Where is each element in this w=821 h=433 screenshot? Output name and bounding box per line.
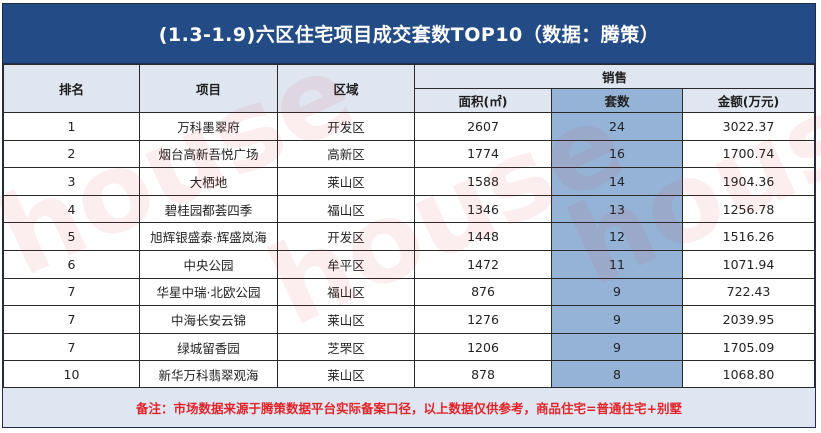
cell-units: 16 <box>551 139 683 169</box>
cell-area: 1588 <box>414 167 552 196</box>
cell-district: 牟平区 <box>277 249 415 279</box>
cell-district: 莱山区 <box>277 360 415 389</box>
ranking-table: 排名 项目 区域 销售 面积(㎡) 套数 金额(万元) 1 万科墨翠府 开发区 … <box>3 64 815 389</box>
cell-project: 大栖地 <box>139 167 278 196</box>
cell-district: 芝罘区 <box>277 332 415 362</box>
table-row: 3 大栖地 莱山区 1588 14 1904.36 <box>3 167 815 196</box>
cell-units: 14 <box>551 167 683 196</box>
cell-amount: 1705.09 <box>682 332 815 362</box>
table-row: 2 烟台高新吾悦广场 高新区 1774 16 1700.74 <box>3 139 815 169</box>
table-row: 10 新华万科翡翠观海 莱山区 878 8 1068.80 <box>3 360 815 389</box>
cell-area: 1276 <box>414 305 552 334</box>
footer-note: 备注：市场数据来源于腾策数据平台实际备案口径，以上数据仅供参考，商品住宅=普通住… <box>3 387 815 427</box>
cell-project: 旭辉银盛泰·辉盛岚海 <box>139 222 278 251</box>
cell-units: 13 <box>551 194 683 224</box>
cell-amount: 722.43 <box>682 277 815 307</box>
header-district: 区域 <box>277 64 415 113</box>
cell-area: 1774 <box>414 139 552 169</box>
table-row: 1 万科墨翠府 开发区 2607 24 3022.37 <box>3 112 815 141</box>
cell-rank: 3 <box>3 167 140 196</box>
table-row: 6 中央公园 牟平区 1472 11 1071.94 <box>3 249 815 279</box>
cell-amount: 1068.80 <box>682 360 815 389</box>
cell-rank: 10 <box>3 360 140 389</box>
cell-project: 华星中瑞·北欧公园 <box>139 277 278 307</box>
cell-amount: 1904.36 <box>682 167 815 196</box>
table-row: 7 绿城留香园 芝罘区 1206 9 1705.09 <box>3 332 815 362</box>
ranking-table-card: (1.3-1.9)六区住宅项目成交套数TOP10（数据：腾策） 排名 项目 区域… <box>2 3 816 428</box>
header-sales-group: 销售 <box>414 64 815 89</box>
cell-rank: 4 <box>3 194 140 224</box>
cell-area: 1206 <box>414 332 552 362</box>
cell-rank: 7 <box>3 305 140 334</box>
cell-project: 新华万科翡翠观海 <box>139 360 278 389</box>
cell-project: 碧桂园都荟四季 <box>139 194 278 224</box>
table-row: 7 中海长安云锦 莱山区 1276 9 2039.95 <box>3 305 815 334</box>
cell-amount: 1516.26 <box>682 222 815 251</box>
cell-area: 876 <box>414 277 552 307</box>
cell-units: 9 <box>551 277 683 307</box>
cell-project: 中海长安云锦 <box>139 305 278 334</box>
cell-units: 24 <box>551 112 683 141</box>
table-row: 7 华星中瑞·北欧公园 福山区 876 9 722.43 <box>3 277 815 307</box>
cell-units: 9 <box>551 305 683 334</box>
cell-units: 9 <box>551 332 683 362</box>
cell-area: 878 <box>414 360 552 389</box>
cell-district: 高新区 <box>277 139 415 169</box>
table-row: 4 碧桂园都荟四季 福山区 1346 13 1256.78 <box>3 194 815 224</box>
cell-amount: 2039.95 <box>682 305 815 334</box>
cell-area: 1472 <box>414 249 552 279</box>
cell-rank: 7 <box>3 332 140 362</box>
cell-units: 8 <box>551 360 683 389</box>
header-project: 项目 <box>139 64 278 113</box>
cell-district: 开发区 <box>277 112 415 141</box>
cell-district: 莱山区 <box>277 305 415 334</box>
cell-rank: 6 <box>3 249 140 279</box>
cell-project: 绿城留香园 <box>139 332 278 362</box>
cell-district: 福山区 <box>277 277 415 307</box>
header-area: 面积(㎡) <box>414 88 552 113</box>
cell-project: 中央公园 <box>139 249 278 279</box>
cell-area: 1346 <box>414 194 552 224</box>
header-rank: 排名 <box>3 64 140 113</box>
cell-rank: 7 <box>3 277 140 307</box>
cell-project: 万科墨翠府 <box>139 112 278 141</box>
table-row: 5 旭辉银盛泰·辉盛岚海 开发区 1448 12 1516.26 <box>3 222 815 251</box>
cell-project: 烟台高新吾悦广场 <box>139 139 278 169</box>
cell-amount: 1256.78 <box>682 194 815 224</box>
cell-rank: 1 <box>3 112 140 141</box>
cell-amount: 1071.94 <box>682 249 815 279</box>
cell-area: 1448 <box>414 222 552 251</box>
cell-district: 莱山区 <box>277 167 415 196</box>
cell-units: 12 <box>551 222 683 251</box>
cell-rank: 5 <box>3 222 140 251</box>
cell-area: 2607 <box>414 112 552 141</box>
cell-amount: 1700.74 <box>682 139 815 169</box>
cell-rank: 2 <box>3 139 140 169</box>
table-title: (1.3-1.9)六区住宅项目成交套数TOP10（数据：腾策） <box>3 4 815 64</box>
cell-amount: 3022.37 <box>682 112 815 141</box>
cell-district: 福山区 <box>277 194 415 224</box>
header-amount: 金额(万元) <box>682 88 815 113</box>
header-units: 套数 <box>551 88 683 113</box>
cell-district: 开发区 <box>277 222 415 251</box>
cell-units: 11 <box>551 249 683 279</box>
